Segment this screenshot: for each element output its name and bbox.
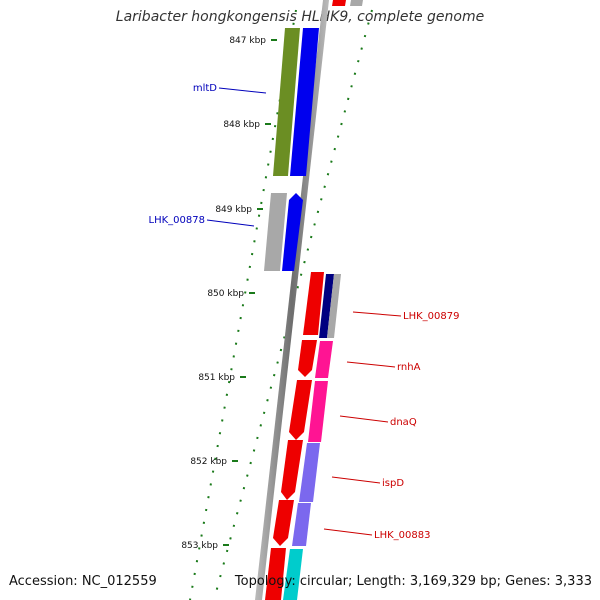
gene-label[interactable]: rnhA xyxy=(397,362,421,373)
rnhA-feature xyxy=(298,340,317,377)
LHK-00879-cog-navy xyxy=(319,274,334,338)
ispD-cog-bar xyxy=(299,443,320,502)
gene-label-connector xyxy=(352,311,402,317)
gene-label-connector xyxy=(331,476,381,484)
gene-label[interactable]: LHK_00879 xyxy=(403,311,459,322)
dnaQ-cog-bar xyxy=(308,381,328,442)
scale-label: 852 kbp xyxy=(190,457,227,467)
forward-strand-features xyxy=(265,0,363,600)
gene-label-connector xyxy=(218,87,267,94)
inner-tick-track xyxy=(189,9,297,600)
scale-label: 848 kbp xyxy=(223,120,260,130)
map-title: Laribacter hongkongensis HLHK9, complete… xyxy=(115,9,485,25)
scale-label: 850 kbp xyxy=(207,289,244,299)
dnaQ-feature xyxy=(289,380,312,440)
LHK-00883-cog-bar xyxy=(292,503,311,546)
next-cog-bar xyxy=(283,549,303,600)
genome-backbone xyxy=(255,0,329,600)
reverse-strand-features xyxy=(264,28,319,271)
mltD-cog-bar xyxy=(273,28,300,176)
LHK-00879-feature xyxy=(303,272,324,335)
topology-summary: Topology: circular; Length: 3,169,329 bp… xyxy=(234,574,592,589)
LHK-00879-cog-gray xyxy=(327,274,341,338)
gene-label-connector xyxy=(346,361,396,368)
ispD-feature xyxy=(281,440,303,500)
top-cut-cog xyxy=(350,0,363,6)
gene-label[interactable]: ispD xyxy=(382,478,404,489)
scale-ruler: 847 kbp 848 kbp 849 kbp 850 kbp 851 kbp 852 k… xyxy=(181,36,277,551)
gene-label-connector xyxy=(339,415,389,423)
rnhA-cog-bar xyxy=(315,341,333,378)
gene-label[interactable]: LHK_00878 xyxy=(149,215,205,226)
gene-label[interactable]: dnaQ xyxy=(390,417,417,428)
scale-label: 847 kbp xyxy=(229,36,266,46)
gene-label-connector xyxy=(206,219,255,227)
mltD-feature xyxy=(290,28,319,176)
gene-label-connector xyxy=(323,528,373,536)
outer-tick-track xyxy=(213,9,373,600)
gene-label[interactable]: LHK_00883 xyxy=(374,530,430,541)
scale-label: 849 kbp xyxy=(215,205,252,215)
next-feature xyxy=(265,548,286,600)
top-cut-feature xyxy=(332,0,346,6)
scale-label: 853 kbp xyxy=(181,541,218,551)
gene-label[interactable]: mltD xyxy=(193,83,217,94)
scale-label: 851 kbp xyxy=(198,373,235,383)
LHK-00883-feature xyxy=(273,500,294,546)
gene-labels: mltD LHK_00878 LHK_00879 rnhA dnaQ ispD LHK_00… xyxy=(149,83,460,541)
LHK-00878-feature xyxy=(282,193,303,271)
accession-text: Accession: NC_012559 xyxy=(9,574,157,589)
LHK-00878-cog-bar xyxy=(264,193,287,271)
